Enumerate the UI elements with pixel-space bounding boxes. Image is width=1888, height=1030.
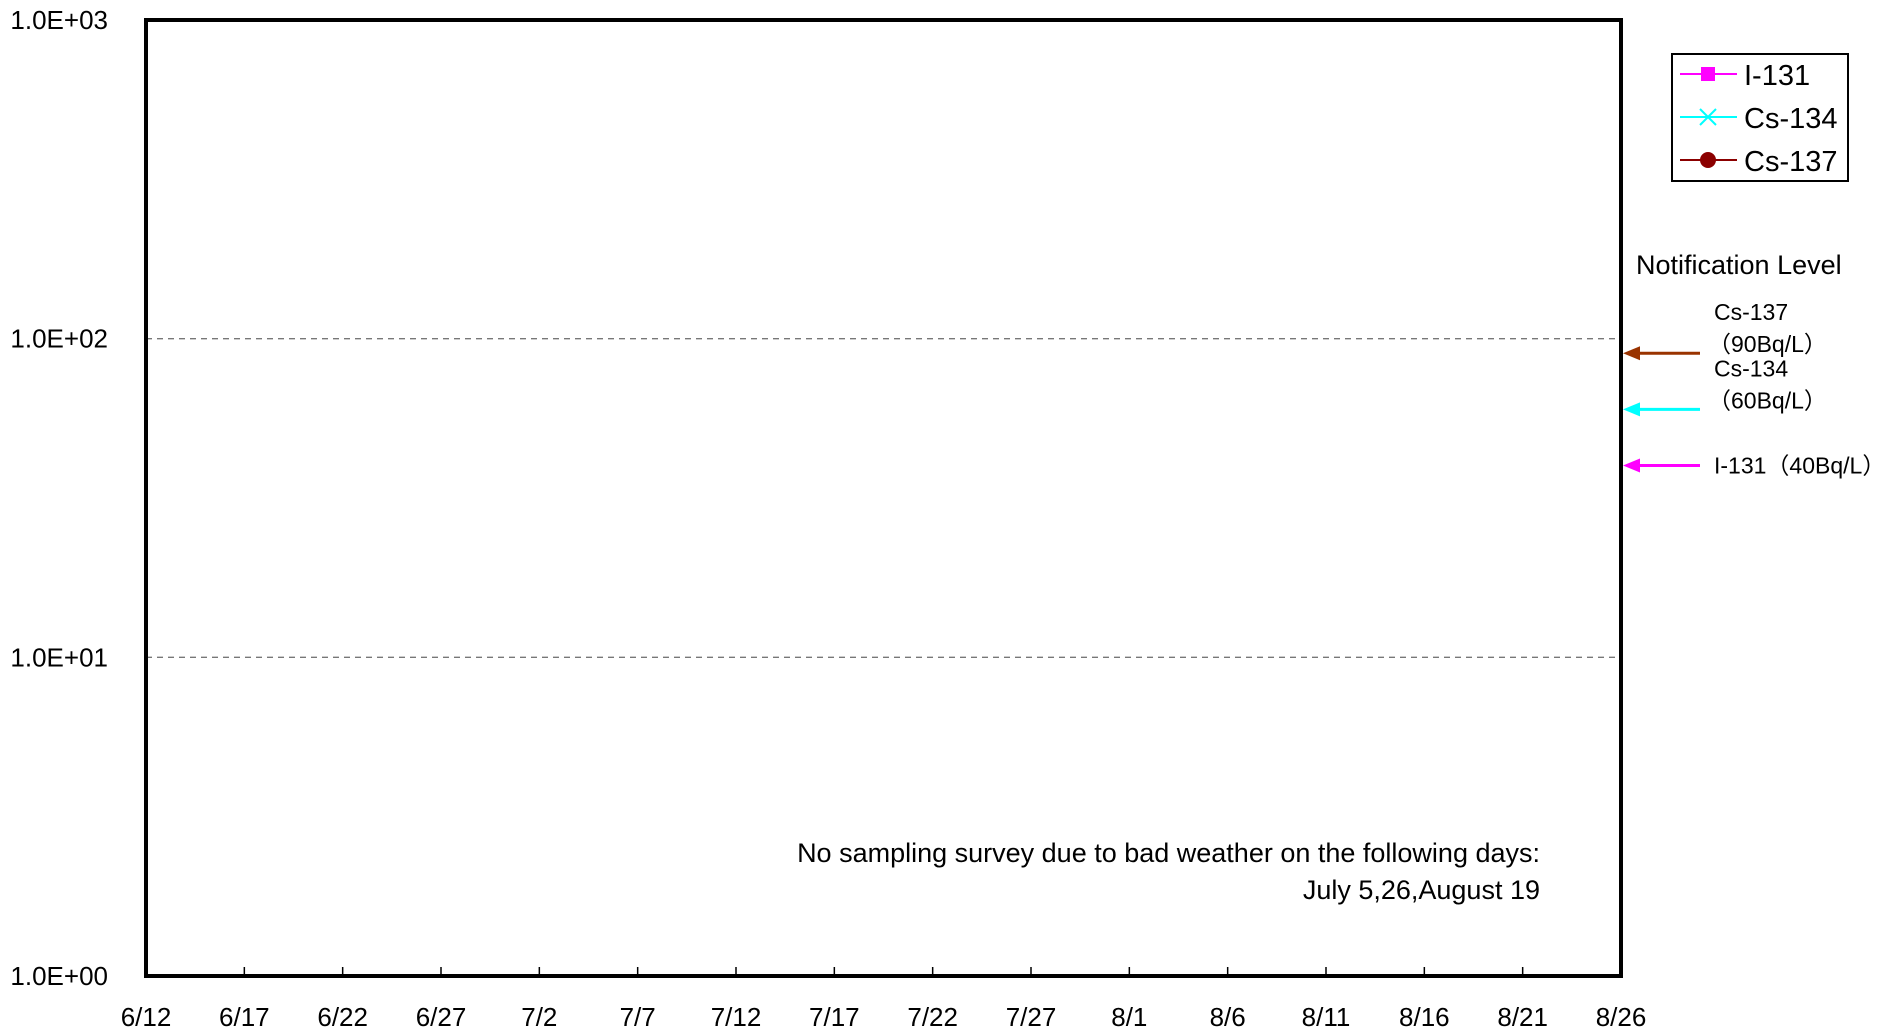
x-tick-label: 8/26 [1596,1002,1647,1030]
annotation-line-2: July 5,26,August 19 [1303,875,1540,905]
x-tick-label: 7/12 [711,1002,762,1030]
x-tick-label: 6/17 [219,1002,270,1030]
notification-arrow-head [1623,458,1640,473]
y-tick-label: 1.0E+00 [10,961,108,991]
grid-lines [146,338,1621,658]
legend: I-131 Cs-134 Cs-137 [1671,53,1849,182]
x-tick-label: 6/27 [416,1002,467,1030]
notification-level-value: （90Bq/L） [1708,331,1827,357]
x-tick-label: 7/17 [809,1002,860,1030]
notification-level-name: Cs-134 [1714,355,1788,381]
x-tick-label: 8/21 [1497,1002,1548,1030]
notification-levels: Cs-137 （90Bq/L）Cs-134 （60Bq/L） I-131（40Bq/L… [1623,299,1885,478]
notification-arrow-head [1623,346,1640,361]
annotation-line-1: No sampling survey due to bad weather on… [797,838,1540,868]
legend-marker-square [1701,67,1715,81]
x-tick-label: 6/12 [121,1002,172,1030]
legend-items: I-131 Cs-134 Cs-137 [1680,60,1838,178]
y-tick-label: 1.0E+02 [10,324,108,354]
y-axis: 1.0E+00 1.0E+01 1.0E+02 1.0E+03 [10,5,108,991]
notification-level-name: Cs-137 [1714,299,1788,325]
legend-marker-circle [1700,152,1716,168]
x-tick-label: 8/1 [1111,1002,1147,1030]
legend-label: Cs-137 [1744,146,1838,178]
legend-label: Cs-134 [1744,103,1838,135]
x-tick-label: 8/11 [1302,1002,1351,1030]
plot-area-border [144,18,1623,978]
x-tick-label: 7/27 [1006,1002,1057,1030]
x-tick-label: 7/7 [620,1002,656,1030]
notification-level-value: （60Bq/L） [1708,387,1827,413]
x-axis: 6/12 6/17 6/22 6/27 7/2 7/7 7/12 7/17 7/22 7/27 8/… [121,967,1647,1030]
notification-arrow-head [1623,402,1640,417]
x-tick-label: 7/22 [907,1002,958,1030]
notification-level-title: Notification Level [1636,250,1842,280]
notification-level-label: I-131（40Bq/L） [1714,452,1885,478]
x-tick-label: 8/6 [1210,1002,1246,1030]
legend-marker-x [1699,108,1717,126]
x-tick-label: 7/2 [521,1002,557,1030]
legend-label: I-131 [1744,60,1810,92]
y-tick-label: 1.0E+01 [10,642,108,672]
x-tick-label: 8/16 [1399,1002,1450,1030]
y-tick-label: 1.0E+03 [10,5,108,35]
x-tick-label: 6/22 [317,1002,368,1030]
